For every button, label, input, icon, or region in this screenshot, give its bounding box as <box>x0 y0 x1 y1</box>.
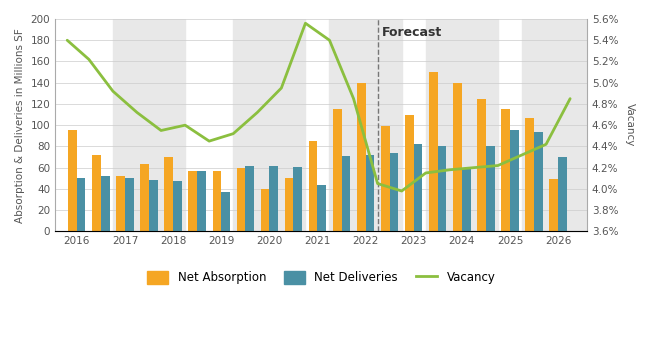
Bar <box>125 178 134 232</box>
Bar <box>341 156 350 232</box>
Bar <box>365 155 374 232</box>
Bar <box>462 168 471 232</box>
Bar <box>68 130 77 232</box>
Bar <box>149 180 158 232</box>
Bar <box>333 109 341 232</box>
Bar <box>510 130 519 232</box>
Bar <box>558 157 567 232</box>
Bar <box>197 171 206 232</box>
Bar <box>477 99 486 232</box>
Bar <box>486 147 495 232</box>
Legend: Net Absorption, Net Deliveries, Vacancy: Net Absorption, Net Deliveries, Vacancy <box>142 267 500 289</box>
Bar <box>233 19 306 232</box>
Bar <box>501 109 510 232</box>
Bar <box>140 164 149 232</box>
Bar <box>245 165 254 232</box>
Bar <box>221 192 230 232</box>
Bar <box>522 19 594 232</box>
Bar <box>293 166 302 232</box>
Bar <box>285 178 293 232</box>
Bar <box>330 19 402 232</box>
Bar <box>438 147 447 232</box>
Bar <box>405 115 413 232</box>
Bar <box>213 171 221 232</box>
Bar <box>549 179 558 232</box>
Bar <box>269 165 278 232</box>
Bar <box>453 83 462 232</box>
Text: Forecast: Forecast <box>382 26 442 40</box>
Bar <box>413 144 423 232</box>
Bar <box>101 176 110 232</box>
Bar <box>116 176 125 232</box>
Bar <box>261 189 269 232</box>
Bar <box>164 157 173 232</box>
Bar <box>381 126 389 232</box>
Bar <box>426 19 498 232</box>
Bar <box>357 83 365 232</box>
Bar <box>525 118 534 232</box>
Bar <box>309 141 317 232</box>
Bar <box>429 72 438 232</box>
Bar <box>389 153 398 232</box>
Bar <box>77 178 86 232</box>
Bar <box>534 131 543 232</box>
Bar <box>188 171 197 232</box>
Bar <box>92 155 101 232</box>
Bar <box>237 168 245 232</box>
Y-axis label: Absorption & Deliveries in Millions SF: Absorption & Deliveries in Millions SF <box>15 28 25 223</box>
Bar <box>317 185 326 232</box>
Bar <box>113 19 185 232</box>
Bar <box>173 181 182 232</box>
Y-axis label: Vacancy: Vacancy <box>625 104 635 147</box>
